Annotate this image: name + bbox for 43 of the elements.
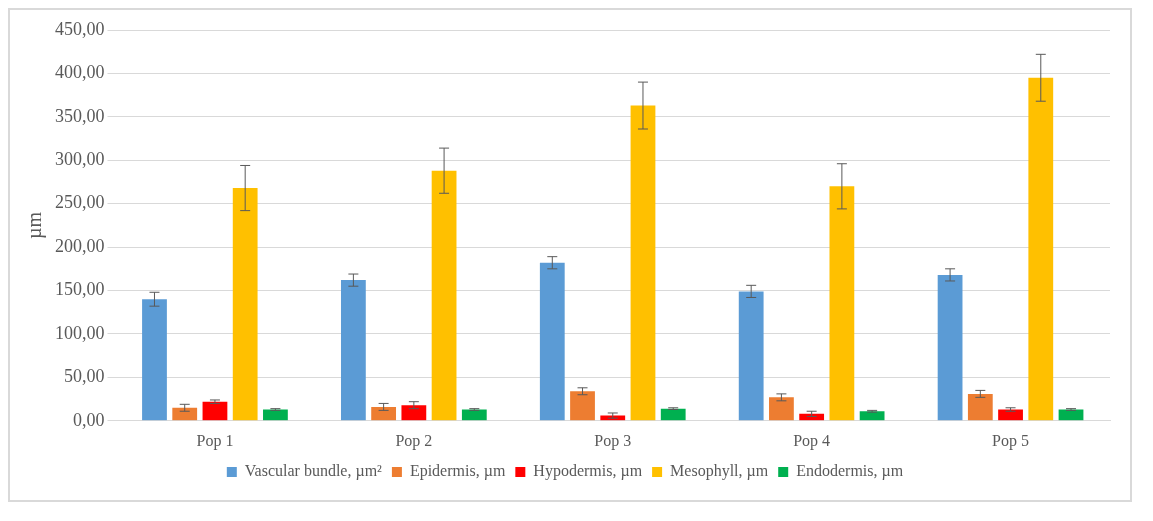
bar xyxy=(738,291,764,421)
y-tick-label: 300,00 xyxy=(55,149,105,169)
bar xyxy=(401,405,427,421)
bar xyxy=(1028,77,1054,421)
bar xyxy=(202,401,228,421)
y-tick-label: 100,00 xyxy=(55,322,105,343)
y-tick-label: 350,00 xyxy=(55,105,105,126)
legend-label: Epidermis, µm xyxy=(409,462,506,481)
bar xyxy=(967,393,993,421)
bar xyxy=(859,411,885,421)
y-tick-label: 250,00 xyxy=(55,192,105,213)
x-tick-label: Pop 1 xyxy=(196,431,234,450)
bar xyxy=(660,408,686,421)
legend-label: Vascular bundle, µm² xyxy=(244,462,383,481)
legend-label: Hypodermis, µm xyxy=(533,462,643,481)
y-axis-title: µm xyxy=(23,211,47,239)
bar xyxy=(539,262,565,421)
bar xyxy=(937,274,963,421)
x-tick-label: Pop 4 xyxy=(793,431,831,450)
x-tick-label: Pop 5 xyxy=(992,431,1029,450)
bar xyxy=(630,105,656,421)
y-tick-label: 0,00 xyxy=(73,409,105,430)
bar xyxy=(142,299,167,421)
y-tick-label: 150,00 xyxy=(55,279,105,300)
y-tick-label: 450,00 xyxy=(55,18,105,39)
bar xyxy=(998,409,1023,421)
bar xyxy=(829,186,855,421)
bar xyxy=(371,406,397,421)
bar xyxy=(172,407,198,421)
legend-label: Endodermis, µm xyxy=(796,462,904,481)
x-tick-label: Pop 2 xyxy=(395,431,433,450)
bar xyxy=(340,280,366,421)
y-tick-label: 400,00 xyxy=(55,62,105,83)
bar xyxy=(570,391,595,421)
bar xyxy=(431,170,457,421)
bar xyxy=(769,397,794,421)
bar xyxy=(461,409,487,421)
bar xyxy=(263,409,288,421)
legend-label: Mesophyll, µm xyxy=(670,462,769,481)
y-tick-label: 200,00 xyxy=(55,235,105,256)
y-tick-label: 50,00 xyxy=(64,366,105,387)
x-tick-label: Pop 3 xyxy=(594,431,632,450)
bar xyxy=(232,188,258,421)
